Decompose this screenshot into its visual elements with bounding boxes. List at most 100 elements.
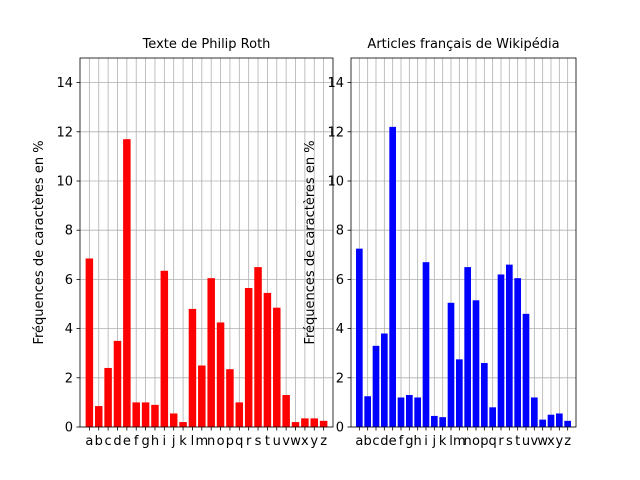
y-tick-label: 12 bbox=[327, 125, 344, 140]
bar-l bbox=[447, 302, 455, 427]
x-tick-label: b bbox=[95, 434, 103, 449]
y-tick-label: 2 bbox=[65, 371, 73, 386]
x-tick-label: l bbox=[449, 434, 453, 449]
x-tick-label: o bbox=[472, 434, 480, 449]
x-tick-label: p bbox=[226, 434, 234, 449]
x-tick-label: o bbox=[217, 434, 225, 449]
plot-frame bbox=[79, 57, 334, 428]
x-tick-label: m bbox=[453, 434, 466, 449]
x-tick-label: g bbox=[141, 434, 149, 449]
bar-c bbox=[104, 367, 112, 427]
x-tick-label: s bbox=[255, 434, 262, 449]
bar-t bbox=[263, 292, 272, 427]
y-tick-label: 8 bbox=[336, 224, 344, 239]
x-tick-label: e bbox=[123, 434, 131, 449]
y-tick-label: 14 bbox=[327, 76, 344, 91]
x-tick-label: w bbox=[290, 434, 301, 449]
x-tick-label: j bbox=[171, 434, 176, 449]
x-tick-label: a bbox=[355, 434, 363, 449]
y-tick-label: 6 bbox=[336, 273, 344, 288]
x-tick-label: t bbox=[265, 434, 270, 449]
bar-c bbox=[372, 345, 380, 427]
y-tick-label: 0 bbox=[336, 421, 344, 436]
x-tick-label: x bbox=[301, 434, 309, 449]
bar-r bbox=[244, 288, 253, 427]
bar-h bbox=[414, 397, 421, 427]
bar-s bbox=[254, 267, 262, 427]
x-tick-label: n bbox=[207, 434, 215, 449]
bar-j bbox=[431, 415, 438, 427]
x-tick-label: q bbox=[235, 434, 243, 449]
y-tick-label: 0 bbox=[65, 421, 73, 436]
x-tick-label: c bbox=[372, 434, 379, 449]
x-tick-label: u bbox=[273, 434, 281, 449]
bar-z bbox=[319, 420, 328, 427]
bar-b bbox=[364, 396, 371, 427]
bar-m bbox=[198, 365, 206, 427]
bar-w bbox=[291, 422, 300, 427]
y-tick-label: 8 bbox=[65, 224, 73, 239]
y-tick-label: 10 bbox=[327, 175, 344, 190]
bar-i bbox=[160, 270, 169, 427]
bar-z bbox=[564, 420, 571, 427]
y-tick-label: 6 bbox=[65, 273, 73, 288]
x-tick-label: a bbox=[85, 434, 93, 449]
bar-g bbox=[141, 402, 150, 427]
x-tick-label: i bbox=[424, 434, 428, 449]
x-tick-label: z bbox=[320, 434, 327, 449]
x-tick-label: j bbox=[432, 434, 437, 449]
x-tick-label: y bbox=[555, 434, 563, 449]
x-tick-label: x bbox=[547, 434, 555, 449]
y-axis-label: Fréquences de caractères en % bbox=[32, 140, 47, 344]
x-tick-label: i bbox=[163, 434, 167, 449]
chart-panel-roth: 0 2 4 6 8 10 12 14 a b c d e f g h i j k l mn o p q r s t u v w x y z Tex… bbox=[32, 37, 334, 449]
bar-v bbox=[282, 395, 290, 427]
x-tick-label: r bbox=[498, 434, 504, 449]
x-tick-label: d bbox=[113, 434, 121, 449]
bar-f bbox=[132, 402, 140, 427]
bar-u bbox=[273, 307, 281, 427]
y-tick-label: 10 bbox=[56, 175, 73, 190]
y-tick-label: 4 bbox=[65, 322, 73, 337]
bar-e bbox=[123, 139, 131, 427]
bar-w bbox=[539, 419, 546, 427]
bar-y bbox=[310, 418, 319, 427]
bar-p bbox=[481, 363, 488, 427]
bar-f bbox=[397, 397, 405, 427]
x-tick-label: k bbox=[179, 434, 187, 449]
bar-n bbox=[464, 267, 471, 427]
bar-i bbox=[422, 262, 430, 427]
bar-k bbox=[179, 422, 187, 427]
bar-y bbox=[556, 413, 563, 427]
bar-e bbox=[389, 126, 396, 427]
x-tick-label: v bbox=[282, 434, 290, 449]
x-tick-label: r bbox=[246, 434, 252, 449]
x-tick-label: z bbox=[564, 434, 571, 449]
y-tick-label: 12 bbox=[56, 125, 73, 140]
x-tick-label: f bbox=[134, 434, 139, 449]
x-tick-label: k bbox=[439, 434, 447, 449]
bar-n bbox=[207, 278, 215, 427]
bar-m bbox=[456, 359, 463, 427]
x-tick-label: d bbox=[380, 434, 388, 449]
chart-title-roth: Texte de Philip Roth bbox=[142, 37, 271, 52]
bar-p bbox=[226, 369, 234, 427]
y-tick-label: 14 bbox=[56, 76, 73, 91]
x-tick-label: s bbox=[506, 434, 513, 449]
x-tick-label: n bbox=[464, 434, 472, 449]
bar-d bbox=[113, 340, 122, 427]
bar-h bbox=[151, 404, 159, 427]
bar-j bbox=[169, 413, 178, 427]
bar-r bbox=[497, 274, 505, 427]
x-tick-label: v bbox=[530, 434, 538, 449]
y-tick-label: 4 bbox=[336, 322, 344, 337]
bar-k bbox=[439, 417, 446, 427]
x-tick-label: q bbox=[489, 434, 497, 449]
chart-title-wikipedia: Articles français de Wikipédia bbox=[367, 37, 559, 52]
plot-frame bbox=[350, 57, 577, 428]
x-tick-label: m bbox=[195, 434, 208, 449]
x-tick-label: l bbox=[191, 434, 195, 449]
bar-x bbox=[547, 414, 555, 427]
bar-q bbox=[489, 407, 496, 427]
y-tick-label: 2 bbox=[336, 371, 344, 386]
